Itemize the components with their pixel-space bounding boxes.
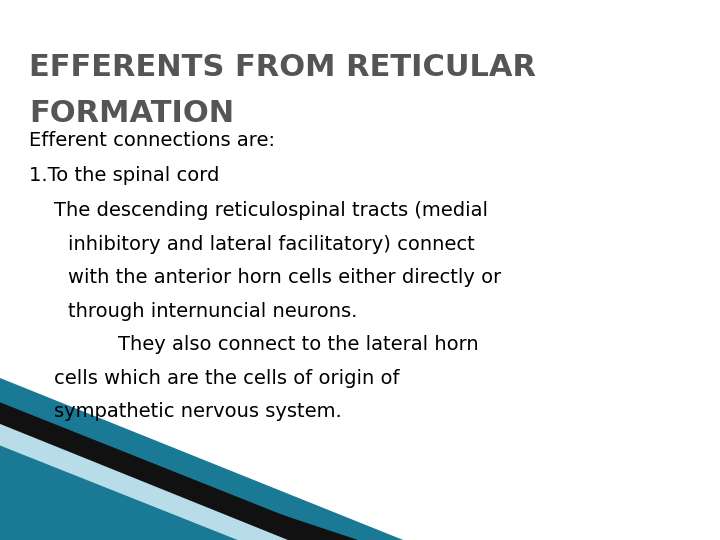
Text: 1.To the spinal cord: 1.To the spinal cord xyxy=(29,166,219,185)
Text: inhibitory and lateral facilitatory) connect: inhibitory and lateral facilitatory) con… xyxy=(68,234,475,254)
Text: sympathetic nervous system.: sympathetic nervous system. xyxy=(54,402,342,421)
Text: The descending reticulospinal tracts (medial: The descending reticulospinal tracts (me… xyxy=(54,201,488,220)
Text: cells which are the cells of origin of: cells which are the cells of origin of xyxy=(54,368,400,388)
Polygon shape xyxy=(0,421,432,540)
Polygon shape xyxy=(0,421,374,540)
Polygon shape xyxy=(0,446,238,540)
Polygon shape xyxy=(0,424,288,540)
Text: with the anterior horn cells either directly or: with the anterior horn cells either dire… xyxy=(68,268,502,287)
Text: through internuncial neurons.: through internuncial neurons. xyxy=(68,301,358,321)
Polygon shape xyxy=(0,378,403,540)
Text: FORMATION: FORMATION xyxy=(29,99,234,128)
Polygon shape xyxy=(0,402,346,540)
Text: They also connect to the lateral horn: They also connect to the lateral horn xyxy=(68,335,479,354)
Text: EFFERENTS FROM RETICULAR: EFFERENTS FROM RETICULAR xyxy=(29,53,536,82)
Text: Efferent connections are:: Efferent connections are: xyxy=(29,131,275,150)
